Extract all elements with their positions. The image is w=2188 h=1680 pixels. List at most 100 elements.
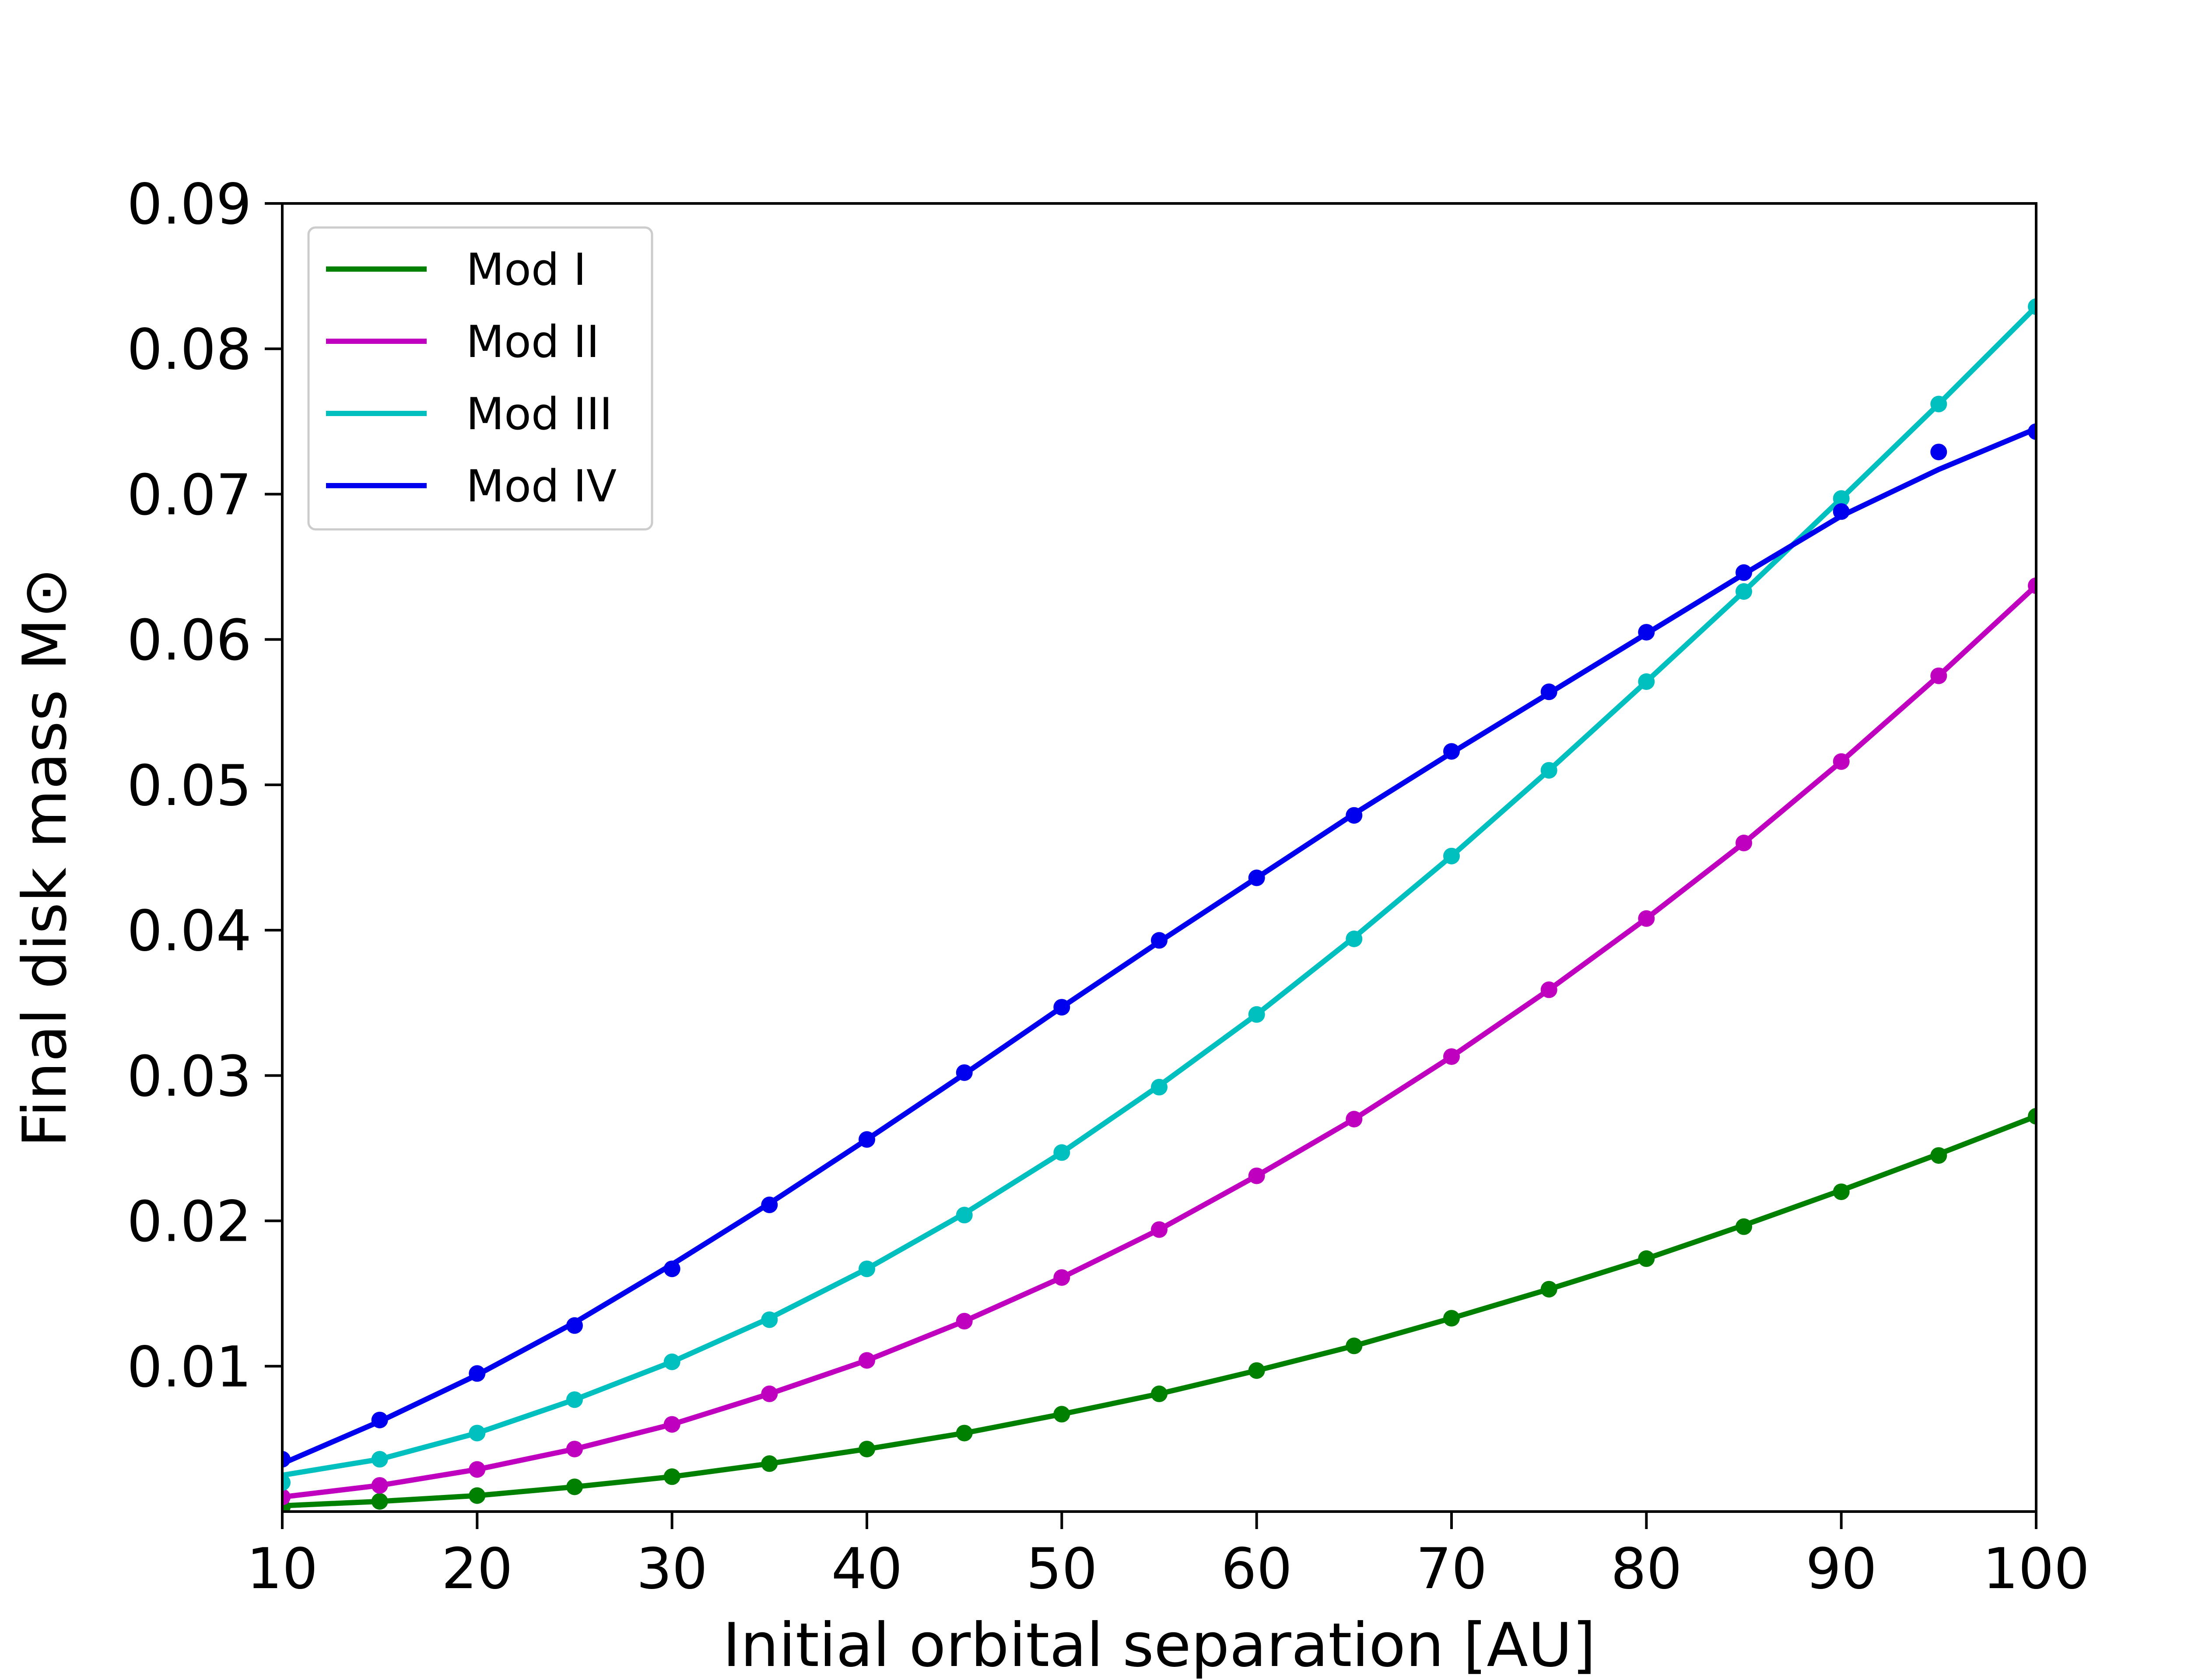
data-point-1-17 <box>1833 1183 1850 1200</box>
data-point-4-2 <box>371 1411 388 1428</box>
y-tick-label: 0.04 <box>127 899 252 964</box>
data-point-3-3 <box>469 1424 486 1442</box>
data-point-2-5 <box>663 1416 680 1433</box>
data-point-4-15 <box>1638 624 1655 641</box>
data-point-4-7 <box>859 1131 875 1148</box>
data-point-2-1 <box>282 1488 291 1505</box>
data-point-2-10 <box>1151 1221 1168 1238</box>
y-tick-label: 0.01 <box>127 1335 252 1400</box>
data-point-4-12 <box>1346 807 1363 824</box>
data-point-1-6 <box>761 1455 778 1472</box>
data-point-1-12 <box>1346 1337 1363 1354</box>
data-point-1-3 <box>469 1487 486 1504</box>
data-point-4-10 <box>1151 932 1168 949</box>
data-point-4-4 <box>566 1317 583 1334</box>
data-point-4-5 <box>663 1260 680 1278</box>
data-point-2-16 <box>1736 834 1752 851</box>
data-point-3-17 <box>1833 490 1850 507</box>
data-point-2-4 <box>566 1441 583 1458</box>
data-point-3-15 <box>1638 673 1655 690</box>
plot-area <box>282 298 2036 1512</box>
x-axis-label: Initial orbital separation [AU] <box>722 1610 1595 1680</box>
data-point-2-14 <box>1540 981 1557 998</box>
data-point-3-12 <box>1346 931 1363 947</box>
data-point-3-1 <box>282 1474 291 1491</box>
data-point-4-16 <box>1736 564 1752 581</box>
y-tick-label: 0.07 <box>127 462 252 528</box>
data-point-2-15 <box>1638 910 1655 927</box>
data-point-4-1 <box>282 1451 291 1468</box>
x-tick-label: 10 <box>247 1536 318 1602</box>
x-tick-label: 50 <box>1026 1536 1098 1602</box>
data-point-4-11 <box>1248 869 1265 886</box>
data-point-4-8 <box>956 1064 973 1081</box>
data-point-3-14 <box>1540 762 1557 779</box>
y-tick-label: 0.03 <box>127 1044 252 1109</box>
data-point-4-14 <box>1540 683 1557 700</box>
data-point-1-13 <box>1443 1310 1460 1327</box>
x-tick-label: 40 <box>831 1536 903 1602</box>
y-axis-label: Final disk mass M⊙ <box>10 568 80 1148</box>
axes-frame <box>281 202 2037 1513</box>
data-point-3-6 <box>761 1311 778 1328</box>
x-tick-label: 20 <box>442 1536 513 1602</box>
y-tick-label: 0.05 <box>127 753 252 819</box>
legend-label: Mod II <box>466 316 600 368</box>
data-point-2-2 <box>371 1477 388 1494</box>
y-tick-label: 0.06 <box>127 608 252 673</box>
data-point-3-13 <box>1443 847 1460 864</box>
data-point-4-19 <box>2028 423 2036 440</box>
y-tick-label: 0.09 <box>127 172 252 237</box>
data-point-3-2 <box>371 1451 388 1468</box>
data-point-3-4 <box>566 1391 583 1408</box>
x-tick-label: 90 <box>1806 1536 1877 1602</box>
x-tick-label: 80 <box>1611 1536 1682 1602</box>
x-tick-label: 30 <box>636 1536 708 1602</box>
data-point-1-18 <box>1930 1147 1947 1164</box>
data-point-3-18 <box>1930 396 1947 413</box>
data-point-2-8 <box>956 1312 973 1330</box>
data-point-1-7 <box>859 1441 875 1458</box>
data-point-2-13 <box>1443 1048 1460 1065</box>
data-point-2-19 <box>2028 577 2036 594</box>
y-tick-label: 0.02 <box>127 1190 252 1255</box>
data-point-3-8 <box>956 1207 973 1224</box>
data-point-4-3 <box>469 1365 486 1382</box>
data-point-4-9 <box>1053 999 1070 1016</box>
y-tick-label: 0.08 <box>127 317 252 382</box>
data-point-2-11 <box>1248 1167 1265 1184</box>
legend-label: Mod III <box>466 388 613 440</box>
data-point-2-12 <box>1346 1111 1363 1127</box>
axes: 10 20 30 40 50 60 70 80 90 100 0.01 0.02 0.03 0.04 0.0… <box>10 172 2090 1680</box>
data-point-1-15 <box>1638 1250 1655 1267</box>
legend-box <box>307 226 653 531</box>
data-point-4-13 <box>1443 743 1460 760</box>
legend: Mod I Mod II Mod III Mod IV <box>307 226 653 531</box>
data-point-3-9 <box>1053 1144 1070 1161</box>
data-point-1-9 <box>1053 1406 1070 1423</box>
data-point-1-5 <box>663 1468 680 1485</box>
data-point-3-19 <box>2028 298 2036 315</box>
data-point-1-14 <box>1540 1281 1557 1298</box>
data-point-1-19 <box>2028 1108 2036 1125</box>
data-point-1-10 <box>1151 1385 1168 1402</box>
data-point-3-7 <box>859 1260 875 1278</box>
data-point-2-18 <box>1930 667 1947 684</box>
data-point-3-16 <box>1736 583 1752 600</box>
data-point-2-9 <box>1053 1269 1070 1286</box>
legend-label: Mod IV <box>466 460 617 512</box>
data-point-3-5 <box>663 1353 680 1370</box>
data-point-2-3 <box>469 1461 486 1478</box>
data-point-2-17 <box>1833 753 1850 770</box>
data-point-4-6 <box>761 1197 778 1213</box>
x-tick-label: 70 <box>1416 1536 1487 1602</box>
data-point-1-8 <box>956 1424 973 1442</box>
data-point-3-10 <box>1151 1078 1168 1096</box>
data-point-2-6 <box>761 1385 778 1402</box>
data-point-4-18 <box>1930 444 1947 461</box>
legend-label: Mod I <box>466 244 586 295</box>
data-point-1-11 <box>1248 1362 1265 1379</box>
data-point-4-17 <box>1833 503 1850 520</box>
x-tick-label: 100 <box>1983 1536 2090 1602</box>
